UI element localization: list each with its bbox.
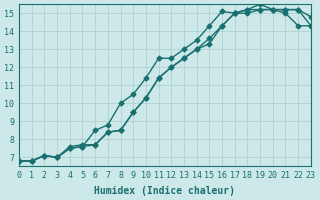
X-axis label: Humidex (Indice chaleur): Humidex (Indice chaleur) (94, 186, 236, 196)
